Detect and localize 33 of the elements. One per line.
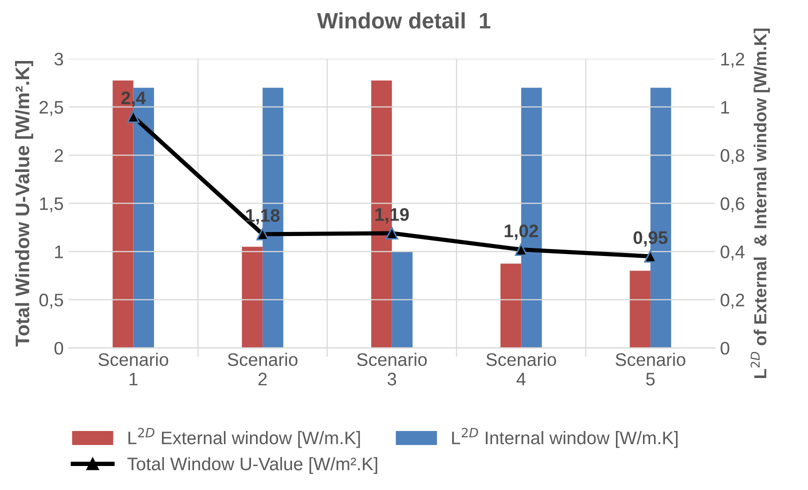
point	[386, 226, 398, 240]
x-tick-label: Scenario 1	[98, 352, 168, 386]
bar	[242, 246, 263, 348]
bar	[500, 264, 522, 348]
y-tick-label: 3	[54, 52, 64, 66]
chart-title: Window detail 1	[317, 12, 490, 29]
x-tick-label: Scenario 3	[357, 352, 427, 386]
bar	[630, 270, 650, 348]
legend-label: L$^{2D}$ Internal window [W/m.K]	[452, 428, 678, 448]
x-tick-label: Scenario 5	[616, 352, 686, 386]
y-axis-title: Total Window U-Value [W/m².K]	[15, 61, 34, 347]
y-tick-label: 2,5	[40, 100, 64, 116]
y2-tick-label: 1	[721, 101, 730, 114]
y2-tick-label: 0,4	[720, 245, 745, 260]
point	[256, 228, 269, 240]
y2-axis-title: L$^{2D}$ of External & Internal window [W/m.K]	[750, 28, 770, 378]
bar	[392, 252, 413, 348]
y-tick-label: 0	[54, 342, 64, 355]
point	[127, 110, 140, 123]
y-tick-label: 0,5	[39, 294, 64, 309]
legend-label: Total Window U-Value [W/m².K]	[127, 457, 378, 474]
y2-tick-label: 0,6	[720, 197, 744, 212]
legend-label: L$^{2D}$ External window [W/m.K]	[128, 428, 360, 448]
y-tick-label: 2	[54, 149, 63, 162]
y2-tick-label: 0,2	[720, 294, 744, 309]
y-tick-label: 1	[55, 246, 63, 258]
y-tick-label: 1,5	[40, 197, 64, 212]
y2-tick-label: 0	[720, 342, 730, 355]
y2-tick-label: 0,8	[720, 149, 744, 164]
point	[514, 243, 528, 256]
x-tick-label: Scenario 2	[228, 352, 298, 386]
y2-tick-label: 1,2	[721, 52, 744, 68]
x-tick-label: Scenario 4	[486, 352, 556, 386]
